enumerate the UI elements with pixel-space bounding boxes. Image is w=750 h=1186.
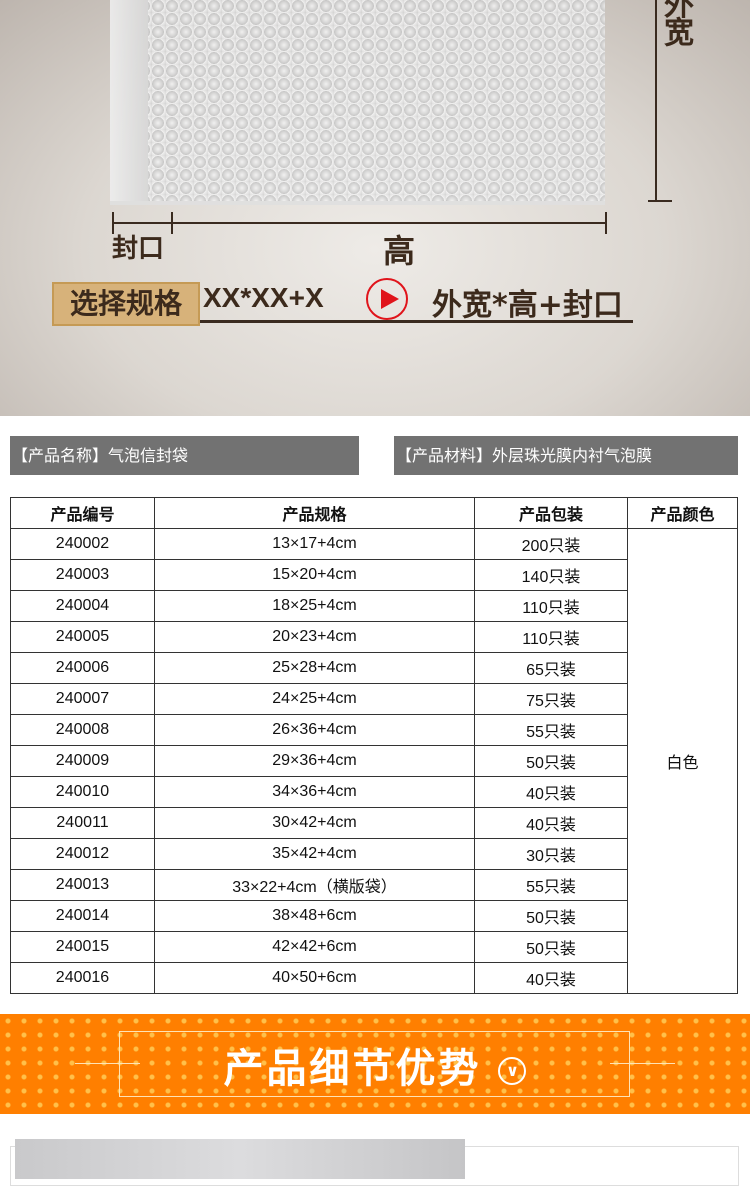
product-pack-cell: 55只装 xyxy=(474,714,628,746)
banner-frame xyxy=(119,1031,630,1097)
table-row: 240009 29×36+4cm 50只装 xyxy=(10,745,738,777)
product-pack-cell: 50只装 xyxy=(474,900,628,932)
product-code-cell: 240006 xyxy=(10,652,155,684)
table-row: 240003 15×20+4cm 140只装 xyxy=(10,559,738,591)
product-code-cell: 240016 xyxy=(10,962,155,994)
product-pack-cell: 55只装 xyxy=(474,869,628,901)
col-header: 产品编号 xyxy=(10,497,155,529)
height-label: 高 xyxy=(383,232,416,270)
product-spec-cell: 38×48+6cm xyxy=(154,900,475,932)
product-pack-cell: 140只装 xyxy=(474,559,628,591)
product-spec-cell: 25×28+4cm xyxy=(154,652,475,684)
product-code-cell: 240015 xyxy=(10,931,155,963)
product-spec-cell: 15×20+4cm xyxy=(154,559,475,591)
product-spec-cell: 29×36+4cm xyxy=(154,745,475,777)
product-pack-cell: 50只装 xyxy=(474,931,628,963)
product-spec-cell: 30×42+4cm xyxy=(154,807,475,839)
product-code-cell: 240004 xyxy=(10,590,155,622)
spec-meaning: 外宽*高+封口 xyxy=(432,288,623,323)
product-spec-cell: 26×36+4cm xyxy=(154,714,475,746)
product-pack-cell: 110只装 xyxy=(474,621,628,653)
product-spec-cell: 40×50+6cm xyxy=(154,962,475,994)
banner-title: 产品细节优势 ∨ xyxy=(0,1036,750,1094)
col-header: 产品包装 xyxy=(474,497,628,529)
width-dimension-tick xyxy=(648,200,672,202)
product-code-cell: 240011 xyxy=(10,807,155,839)
product-spec-cell: 42×42+6cm xyxy=(154,931,475,963)
product-code-cell: 240007 xyxy=(10,683,155,715)
table-row: 240011 30×42+4cm 40只装 xyxy=(10,807,738,839)
detail-banner xyxy=(0,1014,750,1114)
product-color-cell: 白色 xyxy=(627,528,738,994)
product-pack-cell: 75只装 xyxy=(474,683,628,715)
product-code-cell: 240002 xyxy=(10,528,155,560)
table-header-row: 产品编号 产品规格 产品包装 产品颜色 xyxy=(10,497,738,529)
table-row: 240005 20×23+4cm 110只装 xyxy=(10,621,738,653)
product-spec-cell: 35×42+4cm xyxy=(154,838,475,870)
product-spec-cell: 24×25+4cm xyxy=(154,683,475,715)
product-code-cell: 240012 xyxy=(10,838,155,870)
detail-image xyxy=(15,1139,465,1179)
col-header: 产品规格 xyxy=(154,497,475,529)
arrow-right-icon xyxy=(366,278,408,320)
product-pack-cell: 200只装 xyxy=(474,528,628,560)
tick xyxy=(605,212,607,234)
product-code-cell: 240003 xyxy=(10,559,155,591)
width-label: 外宽 xyxy=(664,0,694,51)
product-spec-cell: 33×22+4cm（横版袋） xyxy=(154,869,475,901)
product-name-bar: 【产品名称】气泡信封袋 xyxy=(10,436,359,475)
spec-format: XX*XX+X xyxy=(203,282,324,313)
divider xyxy=(75,1063,140,1064)
table-row: 240004 18×25+4cm 110只装 xyxy=(10,590,738,622)
product-pack-cell: 30只装 xyxy=(474,838,628,870)
product-pack-cell: 40只装 xyxy=(474,776,628,808)
select-spec-label: 选择规格 xyxy=(52,282,200,326)
product-code-cell: 240009 xyxy=(10,745,155,777)
table-row: 240015 42×42+6cm 50只装 xyxy=(10,931,738,963)
product-pack-cell: 40只装 xyxy=(474,807,628,839)
product-code-cell: 240013 xyxy=(10,869,155,901)
tick xyxy=(112,212,114,234)
bubble-envelope-image xyxy=(110,0,605,205)
table-row: 240002 13×17+4cm 200只装 白色 xyxy=(10,528,738,994)
seal-label: 封口 xyxy=(112,234,165,264)
product-hero-image: 外宽 封口 高 选择规格 XX*XX+X 外宽*高+封口 xyxy=(0,0,750,416)
height-dimension-line xyxy=(112,222,606,224)
product-code-cell: 240014 xyxy=(10,900,155,932)
underline xyxy=(200,320,633,323)
product-code-cell: 240010 xyxy=(10,776,155,808)
table-row: 240013 33×22+4cm（横版袋） 55只装 xyxy=(10,869,738,901)
spec-table: 产品编号 产品规格 产品包装 产品颜色 240002 13×17+4cm 200只装… xyxy=(10,497,738,994)
product-code-cell: 240005 xyxy=(10,621,155,653)
tick xyxy=(171,212,173,234)
col-header: 产品颜色 xyxy=(627,497,738,529)
product-code-cell: 240008 xyxy=(10,714,155,746)
product-spec-cell: 13×17+4cm xyxy=(154,528,475,560)
chevron-down-circle-icon: ∨ xyxy=(498,1057,527,1085)
product-pack-cell: 110只装 xyxy=(474,590,628,622)
divider xyxy=(610,1063,675,1064)
product-spec-cell: 20×23+4cm xyxy=(154,621,475,653)
banner-title-text: 产品细节优势 xyxy=(223,1046,482,1092)
table-row: 240010 34×36+4cm 40只装 xyxy=(10,776,738,808)
product-spec-cell: 18×25+4cm xyxy=(154,590,475,622)
table-row: 240007 24×25+4cm 75只装 xyxy=(10,683,738,715)
table-row: 240016 40×50+6cm 40只装 xyxy=(10,962,738,994)
product-material-bar: 【产品材料】外层珠光膜内衬气泡膜 xyxy=(394,436,738,475)
product-pack-cell: 50只装 xyxy=(474,745,628,777)
product-pack-cell: 65只装 xyxy=(474,652,628,684)
product-pack-cell: 40只装 xyxy=(474,962,628,994)
product-spec-cell: 34×36+4cm xyxy=(154,776,475,808)
width-dimension-line xyxy=(655,0,657,200)
